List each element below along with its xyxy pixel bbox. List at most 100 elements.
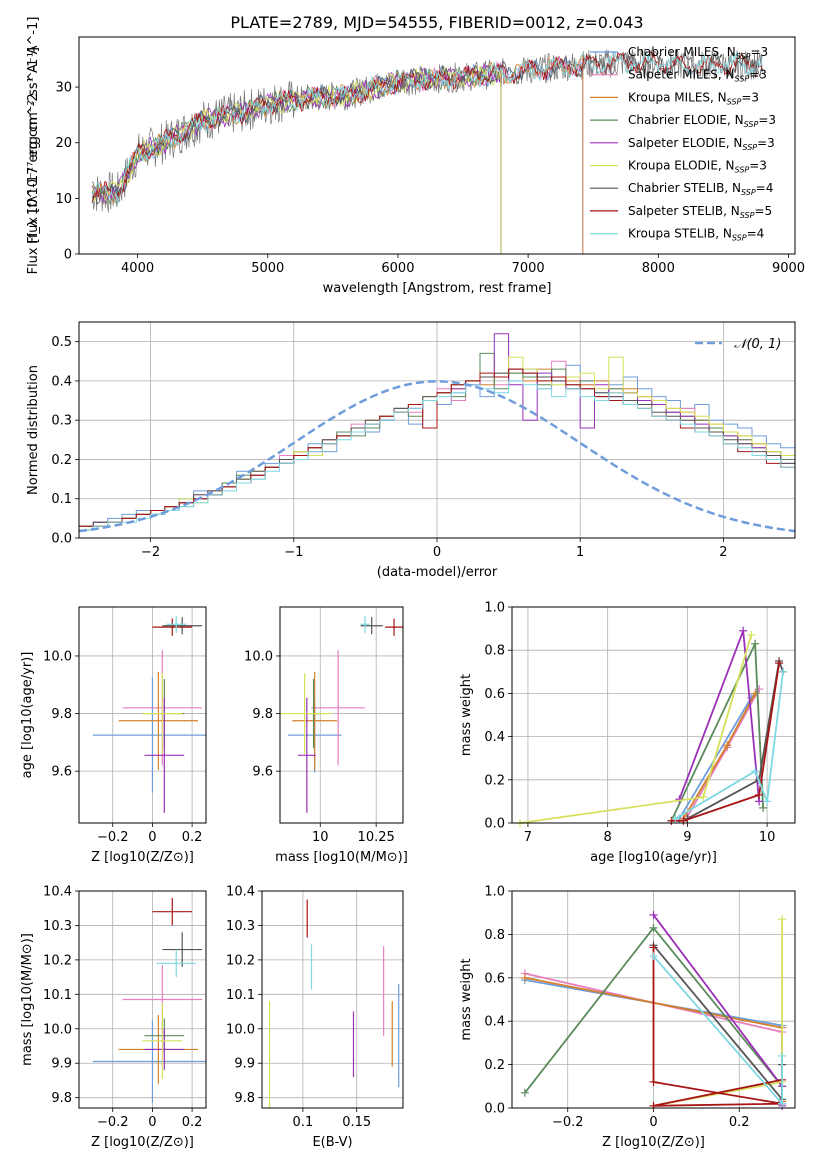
weight-marker	[759, 803, 768, 812]
errorbar-points	[268, 899, 400, 1108]
y-tick-label: 10.0	[244, 649, 273, 664]
x-tick-label: 10	[759, 830, 776, 845]
errorbar-points	[92, 615, 206, 813]
x-tick-label: 10	[312, 830, 329, 845]
normal-curve	[79, 380, 795, 533]
y-tick-label: 9.8	[252, 707, 273, 722]
legend-label: 𝒩(0, 1)	[734, 337, 781, 352]
y-tick-label: 0.0	[51, 532, 72, 547]
y-tick-label: 10.2	[43, 953, 72, 968]
y-tick-label: 20	[55, 136, 72, 151]
mass_vs_ebv-panel: 0.1 0.15 9.8 9.9 10.0 10.1 10.2 10.3 10.4 E(B-V)	[226, 885, 404, 1150]
x-tick-label: 8	[604, 830, 612, 845]
y-tick-label: 0.0	[484, 1102, 505, 1117]
weight-marker	[723, 741, 732, 750]
weight-marker	[699, 793, 708, 802]
figure-title: PLATE=2789, MJD=54555, FIBERID=0012, z=0…	[230, 13, 643, 32]
y-tick-label: 1.0	[484, 601, 505, 616]
x-tick-label: 0.2	[182, 830, 203, 845]
axes-frame	[78, 36, 796, 255]
weight-marker	[755, 790, 764, 799]
y-tick-label: 9.8	[234, 1091, 255, 1106]
errorbar-points	[92, 897, 206, 1103]
weight-marker	[679, 816, 688, 825]
x-tick-label: 7	[524, 830, 532, 845]
legend-label: Chabrier STELIB, NSSP=4	[628, 181, 773, 197]
y-axis-label: mass [log10(M/M⊙)]	[20, 933, 35, 1066]
legend-label: Salpeter ELODIE, NSSP=3	[628, 136, 775, 152]
weight-marker	[649, 952, 658, 961]
x-axis-label: E(B-V)	[312, 1135, 352, 1150]
x-tick-label: −1	[284, 545, 303, 560]
weight-line	[686, 657, 784, 820]
x-tick-label: 10.25	[358, 830, 395, 845]
weight-marker	[520, 973, 529, 982]
y-tick-label: 0.5	[51, 335, 72, 350]
x-axis-label: wavelength [Angstrom, rest frame]	[323, 281, 552, 296]
y-tick-label: 10.1	[43, 988, 72, 1003]
y-tick-label: 0.2	[484, 773, 505, 788]
weight-marker	[649, 943, 658, 952]
x-tick-label: 0	[433, 545, 441, 560]
weight-series	[520, 910, 787, 1110]
legend-label: Salpeter MILES, NSSP=3	[628, 68, 767, 84]
observed-spectrum-line	[91, 48, 763, 213]
y-axis-label-spectrum: Flux [fλ10⁻¹⁷ erg cm⁻² s⁻¹ A⁻¹]	[26, 47, 41, 244]
y-tick-label: 0.0	[484, 817, 505, 832]
errorbar-points	[280, 615, 403, 813]
x-tick-label: 0	[148, 1115, 156, 1130]
age_vs_mass-panel: 10 10.25 9.6 9.8 10.0 mass [log10(M/M⊙)]	[244, 606, 408, 865]
y-tick-label: 10.3	[226, 919, 255, 934]
x-tick-label: 9	[683, 830, 691, 845]
x-tick-label: 0.2	[729, 1115, 750, 1130]
weight-marker	[775, 659, 784, 668]
x-tick-label: −0.2	[97, 830, 129, 845]
y-tick-label: 9.8	[51, 1091, 72, 1106]
x-axis-label: mass [log10(M/M⊙)]	[275, 850, 408, 865]
y-tick-label: 10.1	[226, 988, 255, 1003]
weight_vs_Z-panel: −0.2 0 0.2 0.0 0.2 0.4 0.6 0.8 1.0 Z [log10(Z/Z⊙)…	[459, 885, 796, 1150]
weight-line	[653, 919, 783, 1107]
y-tick-label: 0.8	[484, 644, 505, 659]
x-tick-label: −0.2	[97, 1115, 129, 1130]
y-tick-label: 10	[55, 192, 72, 207]
weight-marker	[649, 910, 658, 919]
model-spectrum-line	[91, 50, 763, 205]
model-spectrum-line	[91, 62, 502, 254]
x-axis-label: Z [log10(Z/Z⊙)]	[91, 1135, 194, 1150]
y-tick-label: 0.4	[484, 730, 505, 745]
y-tick-label: 9.6	[252, 765, 273, 780]
weight-marker	[778, 1051, 787, 1060]
legend-label: Kroupa MILES, NSSP=3	[628, 90, 759, 106]
y-tick-label: 0.1	[51, 492, 72, 507]
x-tick-label: 0.15	[342, 1115, 371, 1130]
x-tick-label: 5000	[251, 261, 284, 276]
y-tick-label: 10.0	[226, 1022, 255, 1037]
axes-frame	[78, 321, 796, 539]
y-tick-label: 10.4	[43, 885, 72, 900]
y-tick-label: 10.3	[43, 919, 72, 934]
x-axis-label: Z [log10(Z/Z⊙)]	[602, 1135, 705, 1150]
y-tick-label: 0.4	[484, 1015, 505, 1030]
y-tick-label: 10.0	[43, 649, 72, 664]
y-axis-label: Normed distribution	[26, 365, 41, 495]
y-tick-label: 30	[55, 81, 72, 96]
y-axis-label: mass weight	[459, 674, 474, 756]
axes-frame	[511, 606, 796, 824]
x-axis-label: (data-model)/error	[377, 565, 498, 580]
weight-marker	[778, 915, 787, 924]
axes-frame	[78, 606, 207, 824]
weight-marker	[739, 626, 748, 635]
legend-label: Salpeter STELIB, NSSP=5	[628, 204, 772, 220]
y-axis-label: mass weight	[459, 958, 474, 1040]
weight-marker	[649, 923, 658, 932]
x-tick-label: 2	[719, 545, 727, 560]
mass_vs_Z-panel: −0.2 0 0.2 9.8 9.9 10.0 10.1 10.2 10.3 10.4 Z [log…	[20, 885, 207, 1150]
x-tick-label: −0.2	[552, 1115, 584, 1130]
spectrum-lines	[91, 48, 763, 254]
legend-label: Chabrier ELODIE, NSSP=3	[628, 113, 776, 129]
legend-label: Kroupa ELODIE, NSSP=3	[628, 159, 767, 175]
y-tick-label: 9.9	[234, 1057, 255, 1072]
axes-frame	[511, 890, 796, 1109]
